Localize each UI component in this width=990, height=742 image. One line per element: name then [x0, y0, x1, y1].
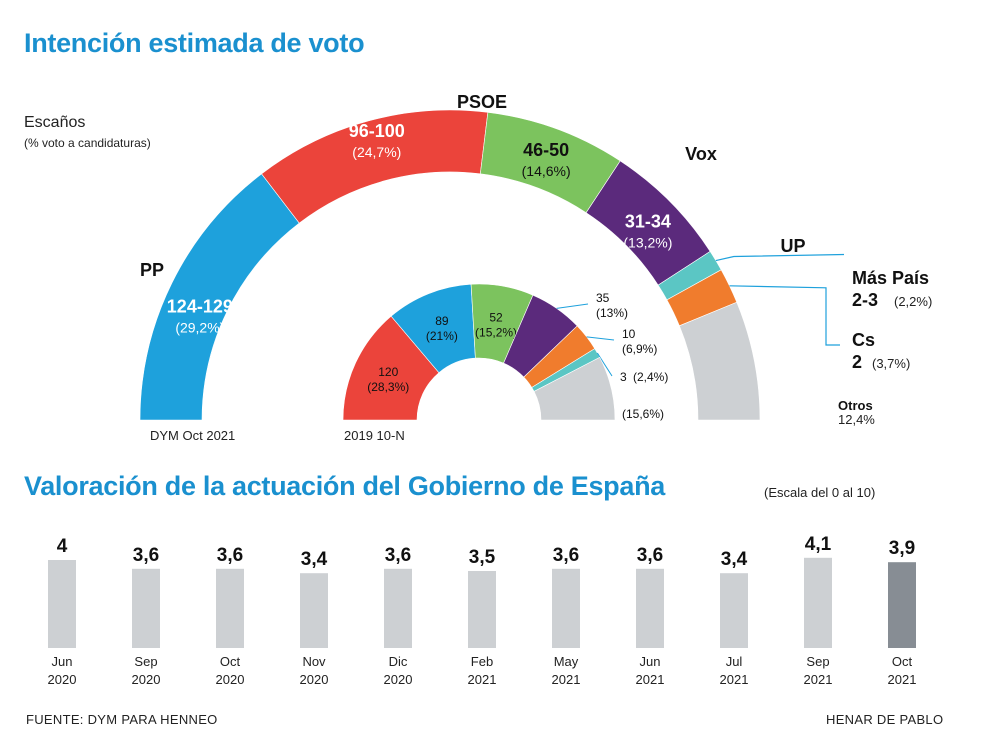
inner-pct-otros: (15,6%) [622, 407, 664, 421]
x-tick-year: 2021 [468, 672, 497, 687]
party-name-pp: PP [140, 260, 164, 280]
inner-seats-vox: 52 [489, 310, 503, 324]
donut2-slice-otros [533, 356, 616, 421]
party-name-up: UP [780, 236, 805, 256]
seats-label-psoe: 96-100 [349, 121, 405, 141]
seats-label-mas-pais: 2-3 [852, 290, 878, 310]
x-tick-year: 2020 [216, 672, 245, 687]
bar-value-label: 3,6 [217, 545, 243, 566]
bar-dic-2020 [384, 568, 412, 648]
bar-feb-2021 [468, 571, 496, 648]
seats-heading: Escaños [24, 114, 86, 131]
inner-seats-mas-pais: 3 [620, 370, 627, 384]
pct-label-vox: (14,6%) [522, 163, 571, 179]
donut-inner-caption: 2019 10-N [344, 428, 405, 443]
bar-value-label: 3,6 [133, 545, 159, 566]
inner-pct-mas-pais: (2,4%) [633, 370, 668, 384]
seats-label-cs: 2 [852, 352, 862, 372]
x-tick-month: Nov [302, 654, 326, 669]
inner-seats-up: 35 [596, 291, 610, 305]
bar-value-label: 3,6 [553, 545, 579, 566]
bar-value-label: 3,4 [721, 549, 748, 570]
bar-may-2021 [552, 568, 580, 648]
x-tick-month: Dic [389, 654, 408, 669]
pct-label-psoe: (24,7%) [352, 144, 401, 160]
bar-sep-2021 [804, 557, 832, 648]
scale-note: (Escala del 0 al 10) [764, 485, 876, 500]
donut-main-caption: DYM Oct 2021 [150, 428, 235, 443]
bar-value-label: 4 [57, 536, 68, 557]
inner-seats-psoe: 120 [378, 365, 398, 379]
author-credit: HENAR DE PABLO [826, 712, 944, 727]
bar-value-label: 3,5 [469, 547, 496, 568]
x-tick-year: 2020 [48, 672, 77, 687]
pct-label-pp: (29,2%) [175, 319, 224, 335]
x-tick-year: 2020 [132, 672, 161, 687]
inner-pct-vox: (15,2%) [475, 325, 517, 339]
bar-value-label: 3,4 [301, 549, 328, 570]
bar-oct-2021 [888, 562, 916, 648]
x-tick-year: 2020 [384, 672, 413, 687]
bar-sep-2020 [132, 568, 160, 648]
x-tick-year: 2021 [888, 672, 917, 687]
bar-value-label: 3,6 [637, 545, 663, 566]
government-rating-title: Valoración de la actuación del Gobierno … [24, 471, 665, 501]
vote-pct-subheading: (% voto a candidaturas) [24, 136, 151, 150]
pct-label-up: (13,2%) [623, 234, 672, 250]
bar-jun-2020 [48, 560, 76, 648]
bar-value-label: 3,6 [385, 545, 411, 566]
x-tick-month: Jul [726, 654, 743, 669]
bar-value-label: 4,1 [805, 534, 832, 555]
x-tick-month: Sep [134, 654, 157, 669]
x-tick-year: 2021 [720, 672, 749, 687]
x-tick-year: 2021 [552, 672, 581, 687]
donut1-slice-otros [679, 301, 761, 421]
inner-pct-pp: (21%) [426, 329, 458, 343]
x-tick-month: May [554, 654, 579, 669]
inner-pct-psoe: (28,3%) [367, 380, 409, 394]
inner-pct-up: (13%) [596, 306, 628, 320]
inner-pct-cs: (6,9%) [622, 342, 657, 356]
x-tick-month: Jun [640, 654, 661, 669]
pct-label-cs: (3,7%) [872, 356, 910, 371]
vote-intention-title: Intención estimada de voto [24, 28, 365, 58]
party-name-vox: Vox [685, 144, 717, 164]
seats-label-vox: 46-50 [523, 140, 569, 160]
x-tick-month: Jun [52, 654, 73, 669]
pct-label-mas-pais: (2,2%) [894, 294, 932, 309]
inner-seats-cs: 10 [622, 327, 636, 341]
seats-label-up: 31-34 [625, 211, 671, 231]
x-tick-month: Sep [806, 654, 829, 669]
source-note: FUENTE: DYM PARA HENNEO [26, 712, 218, 727]
party-name-cs: Cs [852, 330, 875, 350]
bar-value-label: 3,9 [889, 538, 915, 559]
bar-jul-2021 [720, 573, 748, 648]
x-tick-year: 2021 [636, 672, 665, 687]
pct-label-otros: 12,4% [838, 412, 875, 427]
x-tick-year: 2020 [300, 672, 329, 687]
party-name-psoe: PSOE [457, 92, 507, 112]
party-name-otros: Otros [838, 398, 873, 413]
x-tick-month: Feb [471, 654, 493, 669]
inner-seats-pp: 89 [435, 314, 449, 328]
seats-label-pp: 124-129 [167, 296, 233, 316]
party-name-mas-pais: Más País [852, 268, 929, 288]
x-tick-month: Oct [892, 654, 913, 669]
x-tick-month: Oct [220, 654, 241, 669]
bar-oct-2020 [216, 568, 244, 648]
bar-jun-2021 [636, 568, 664, 648]
bar-nov-2020 [300, 573, 328, 648]
x-tick-year: 2021 [804, 672, 833, 687]
